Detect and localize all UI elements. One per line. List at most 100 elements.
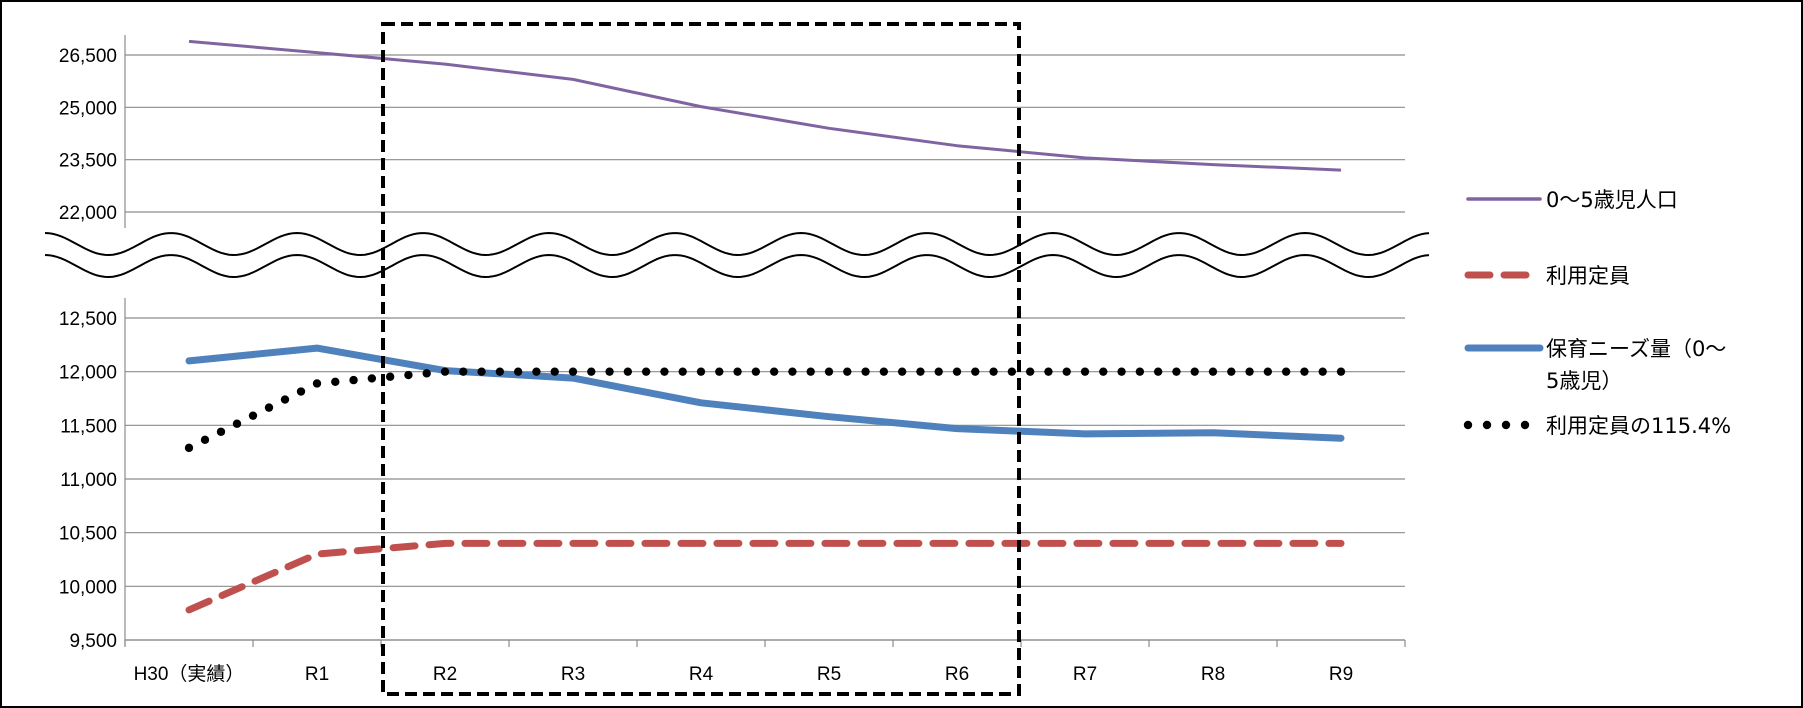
series-point-dot — [824, 367, 834, 376]
series-point-dot — [568, 367, 578, 376]
lower-tick-label: 11,000 — [60, 470, 117, 491]
lower-tick-label: 12,500 — [59, 309, 117, 330]
series-point-dot — [1172, 367, 1181, 376]
series-point-dot — [495, 367, 505, 376]
upper-tick-label: 22,000 — [59, 203, 117, 224]
series-point-dot — [897, 367, 907, 376]
series-point-dot — [605, 367, 614, 376]
series-line — [185, 539, 1345, 614]
x-tick-label: R5 — [817, 664, 841, 685]
series-point-dot — [952, 367, 962, 376]
series-dotted-markers — [184, 367, 1346, 453]
series-point-dot — [587, 367, 596, 376]
series-point-dot — [1245, 367, 1254, 376]
series-point-dot — [367, 374, 377, 383]
axis-break-wave-top — [44, 231, 1430, 257]
legend-marker-dot — [1520, 420, 1530, 430]
legend-label: 保育ニーズ量（0～ — [1546, 337, 1726, 361]
series-point-dot — [1007, 367, 1017, 376]
series-point-dot — [1025, 367, 1035, 376]
legend-label: 利用定員 — [1546, 264, 1630, 288]
series-point-dot — [312, 379, 322, 388]
x-tick-label: H30（実績） — [134, 663, 245, 685]
x-tick-labels: H30（実績） R1 R2 R3 R4 R5 R6 R7 R8 R9 — [134, 663, 1354, 685]
series-point-dot — [216, 427, 226, 436]
series-point-dot — [1062, 367, 1071, 376]
series-point-dot — [678, 367, 687, 376]
series-point-dot — [550, 367, 559, 376]
series-point-dot — [513, 367, 523, 376]
series-point-dot — [459, 367, 468, 376]
series-point-dot — [404, 370, 413, 380]
x-tick-label: R6 — [945, 664, 969, 685]
x-tick-label: R9 — [1329, 664, 1353, 685]
series-point-dot — [264, 403, 274, 412]
series-point-dot — [769, 367, 779, 376]
axis-break — [44, 231, 1430, 279]
series-point-dot — [1080, 367, 1090, 376]
series-point-dot — [623, 367, 633, 376]
highlight-box-layer — [381, 22, 1021, 696]
series-point-dot — [385, 372, 395, 381]
series-point-dot — [1208, 367, 1218, 376]
series-point-dot — [280, 395, 290, 404]
lower-tick-labels: 9,500 10,000 10,500 11,000 11,500 12,000 12,50… — [59, 309, 117, 652]
legend-marker-dot — [1463, 420, 1473, 430]
x-tick-label: R7 — [1073, 664, 1097, 685]
upper-gridlines — [125, 54, 1405, 213]
lower-tick-label: 9,500 — [69, 631, 117, 652]
series-point-dot — [1153, 367, 1163, 376]
series-point-dot — [1135, 367, 1145, 376]
legend-label: 5歳児） — [1546, 369, 1622, 393]
series-point-dot — [248, 411, 258, 420]
lower-tick-label: 10,000 — [59, 577, 117, 598]
x-tick-label: R2 — [433, 664, 457, 685]
legend-marker-dot — [1482, 420, 1492, 430]
series-point-dot — [200, 435, 210, 445]
series-point-dot — [934, 367, 943, 376]
series-point-dot — [1336, 367, 1346, 376]
series-point-dot — [532, 367, 541, 376]
series-point-dot — [788, 367, 797, 376]
series-point-dot — [916, 367, 925, 376]
series-point-dot — [971, 367, 980, 376]
series-point-dot — [1117, 367, 1126, 376]
series-point-dot — [696, 367, 706, 376]
upper-tick-label: 23,500 — [59, 151, 117, 172]
series-point-dot — [331, 377, 340, 386]
series-point-dot — [843, 367, 852, 376]
axes — [124, 35, 1406, 647]
series-point-dot — [1281, 367, 1291, 376]
series-point-dot — [879, 367, 889, 376]
axis-break-wave-bottom — [44, 253, 1430, 279]
series-point-dot — [1263, 367, 1273, 376]
series-point-dot — [296, 387, 306, 396]
series-point-dot — [751, 367, 761, 376]
legend-label: 0～5歳児人口 — [1546, 188, 1678, 212]
legend-marker-dot — [1501, 420, 1511, 430]
series-point-dot — [1190, 367, 1199, 376]
series-point-dot — [422, 369, 431, 378]
series-point-dot — [184, 443, 194, 453]
x-tick-label: R1 — [305, 664, 329, 685]
series-point-dot — [440, 367, 450, 376]
series-point-dot — [1099, 367, 1108, 376]
series-point-dot — [232, 419, 242, 428]
x-tick-label: R4 — [689, 664, 714, 685]
upper-tick-label: 26,500 — [59, 46, 117, 67]
series-point-dot — [806, 367, 815, 376]
series-point-dot — [1227, 367, 1236, 376]
series-point-dot — [989, 367, 998, 376]
legend-label: 利用定員の115.4% — [1546, 414, 1731, 438]
upper-tick-label: 25,000 — [59, 98, 117, 119]
series-point-dot — [641, 367, 651, 376]
x-tick-label: R8 — [1201, 664, 1225, 685]
highlight-box — [381, 22, 1021, 696]
series-point-dot — [477, 367, 486, 376]
series-point-dot — [733, 367, 742, 376]
series-point-dot — [349, 375, 358, 385]
series-point-dot — [861, 367, 870, 376]
series-point-dot — [1318, 367, 1327, 376]
